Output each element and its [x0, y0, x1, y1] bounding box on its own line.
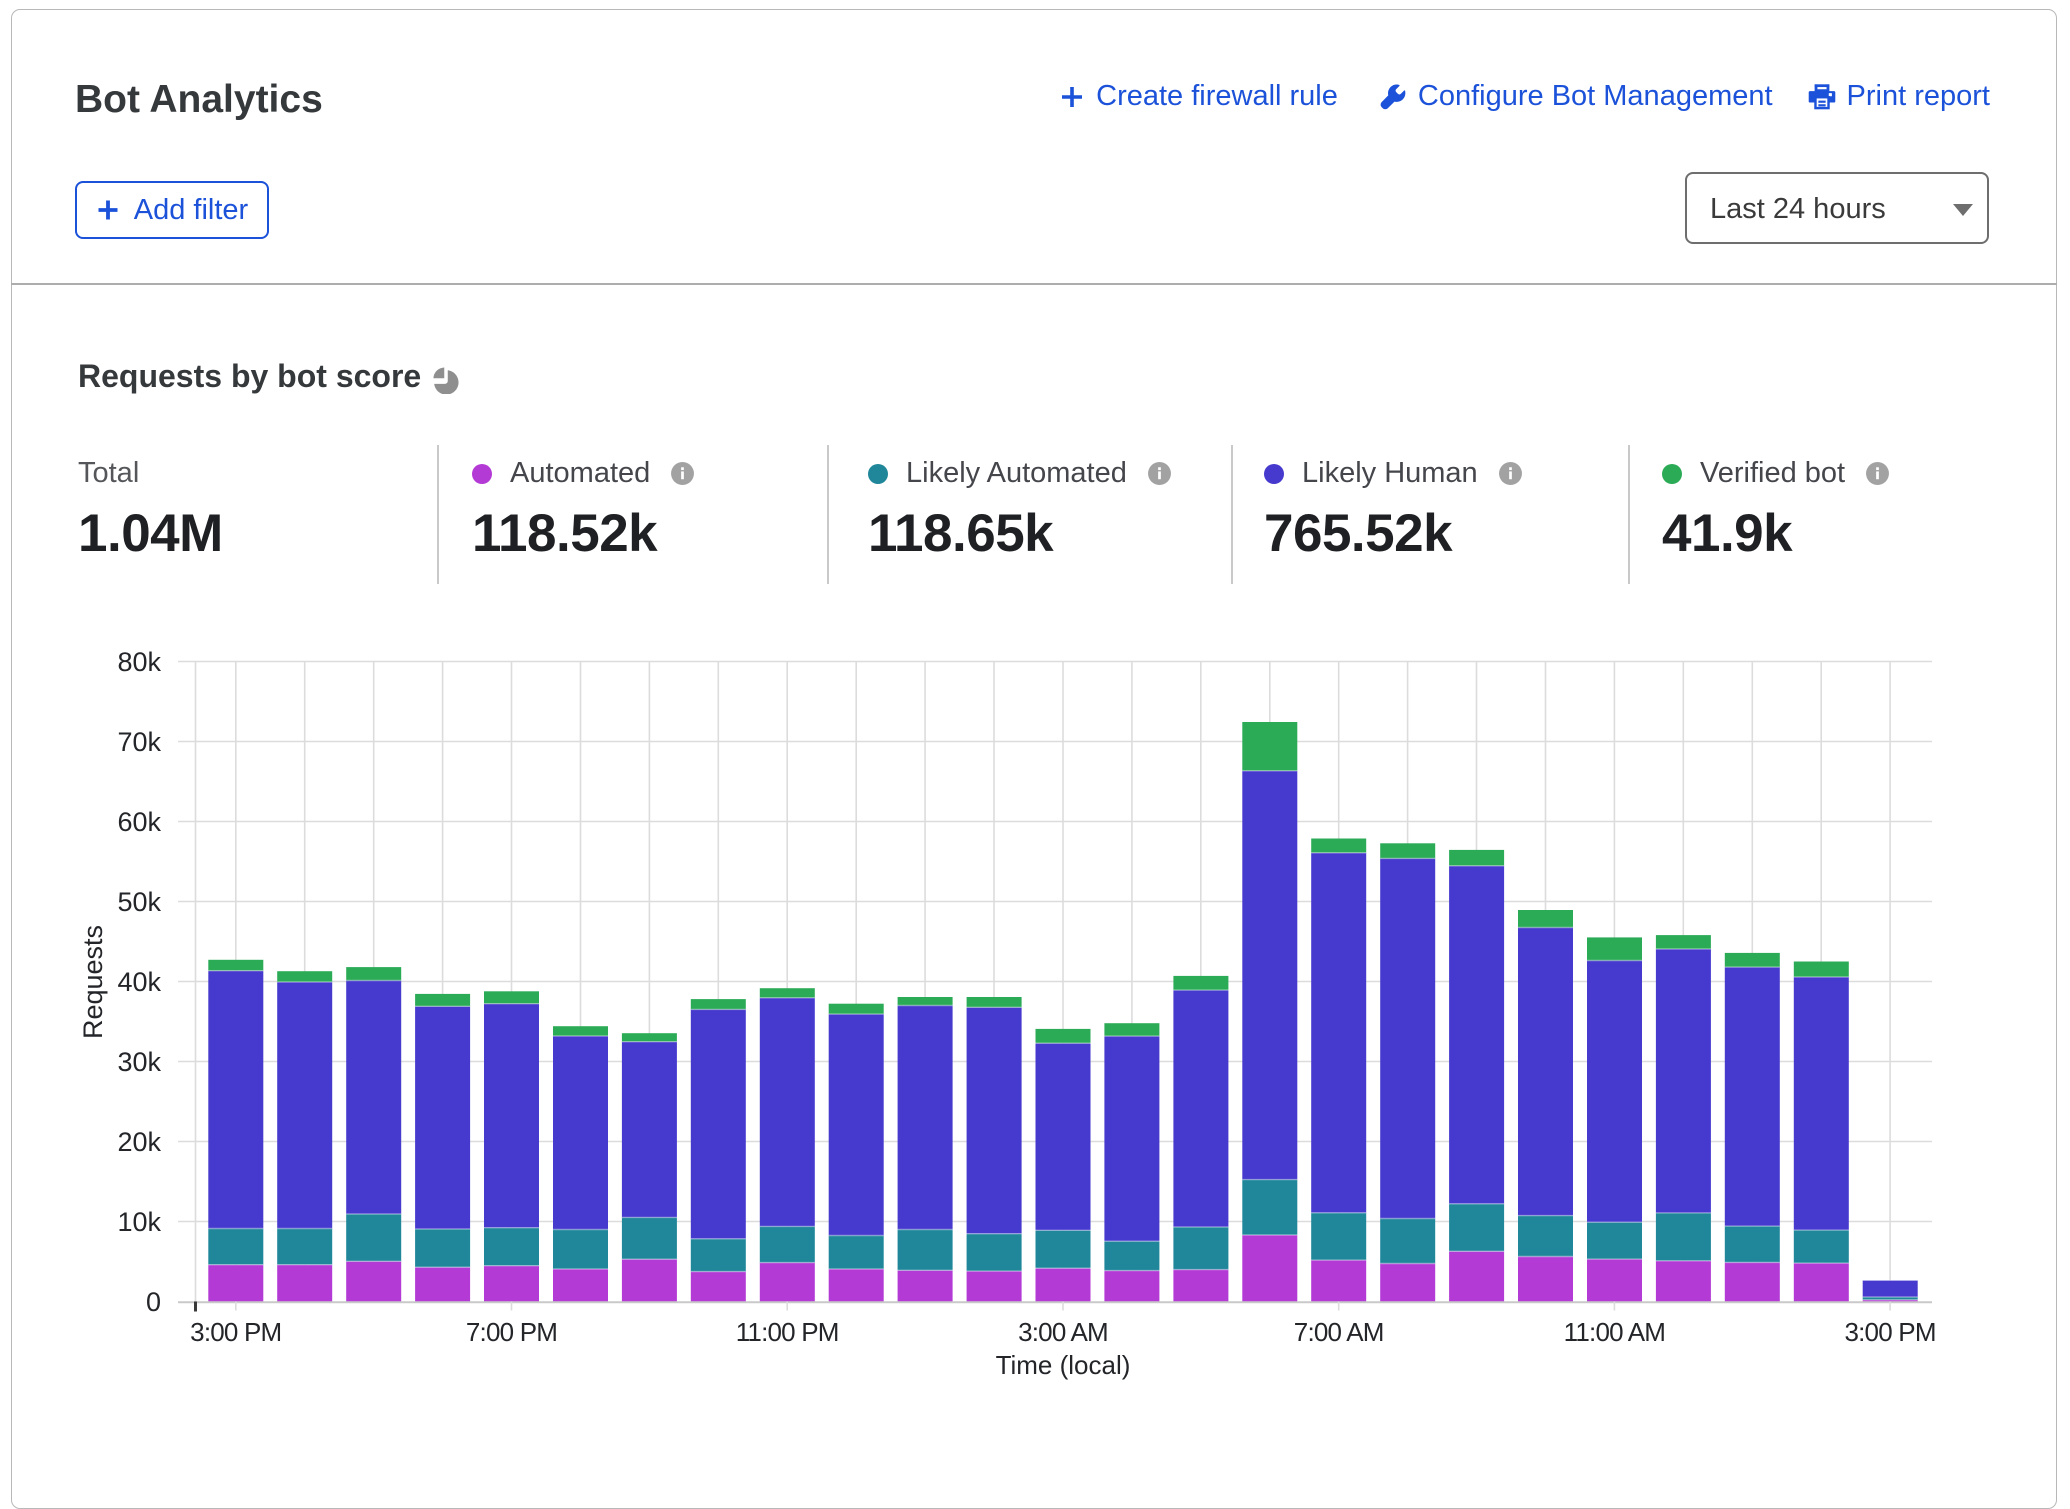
svg-text:7:00 PM: 7:00 PM [466, 1317, 557, 1347]
svg-text:40k: 40k [117, 967, 161, 997]
svg-text:80k: 80k [117, 647, 161, 677]
svg-text:Time (local): Time (local) [996, 1350, 1131, 1380]
svg-text:20k: 20k [117, 1127, 161, 1157]
svg-text:70k: 70k [117, 727, 161, 757]
svg-text:3:00 AM: 3:00 AM [1018, 1317, 1108, 1347]
svg-text:11:00 AM: 11:00 AM [1564, 1317, 1666, 1347]
svg-text:30k: 30k [117, 1047, 161, 1077]
svg-text:Requests: Requests [78, 925, 108, 1039]
svg-text:50k: 50k [117, 887, 161, 917]
svg-text:11:00 PM: 11:00 PM [736, 1317, 839, 1347]
svg-text:10k: 10k [117, 1207, 161, 1237]
svg-text:7:00 AM: 7:00 AM [1294, 1317, 1384, 1347]
svg-text:60k: 60k [117, 807, 161, 837]
svg-text:3:00 PM: 3:00 PM [190, 1317, 281, 1347]
svg-text:3:00 PM: 3:00 PM [1844, 1317, 1935, 1347]
svg-text:0: 0 [146, 1287, 161, 1317]
